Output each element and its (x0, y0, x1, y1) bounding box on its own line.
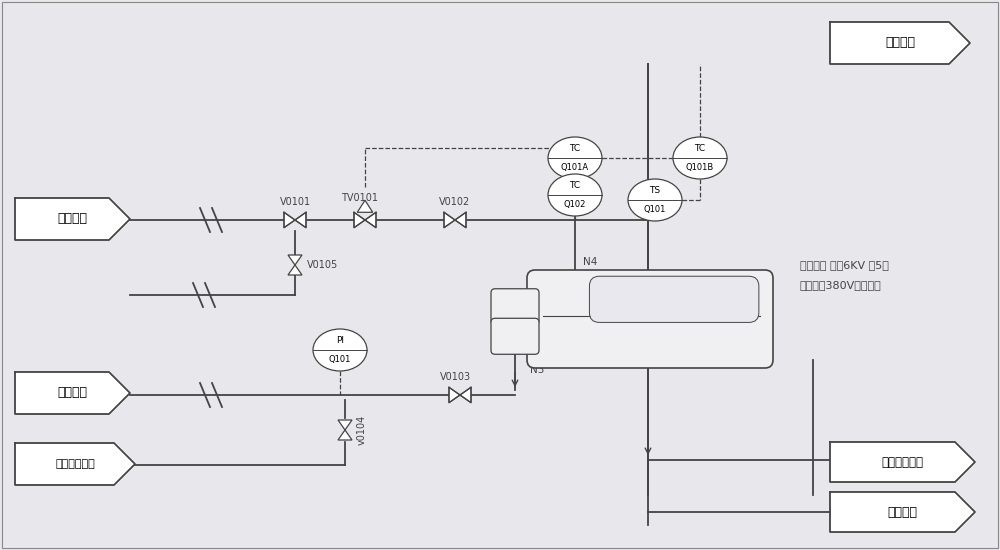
Text: 电加热炉 每组6KV 共5组: 电加热炉 每组6KV 共5组 (800, 260, 889, 270)
Ellipse shape (313, 329, 367, 371)
Polygon shape (288, 265, 302, 275)
Polygon shape (15, 443, 135, 485)
FancyBboxPatch shape (491, 318, 539, 354)
Text: V0102: V0102 (439, 197, 471, 207)
Polygon shape (288, 255, 302, 265)
Polygon shape (284, 212, 295, 228)
Text: TC: TC (569, 181, 581, 190)
Text: V0105: V0105 (307, 260, 338, 270)
Text: Q101: Q101 (644, 205, 666, 214)
Text: N4: N4 (583, 257, 597, 267)
Text: N3: N3 (530, 365, 544, 375)
Polygon shape (365, 212, 376, 228)
Polygon shape (460, 387, 471, 403)
Text: 一次热媒排放: 一次热媒排放 (55, 459, 95, 469)
Text: Q101B: Q101B (686, 163, 714, 172)
Text: 二次热媒: 二次热媒 (885, 36, 915, 50)
Text: 一次热媒: 一次热媒 (58, 387, 88, 399)
Text: 暂时考虑380V角接方式: 暂时考虑380V角接方式 (800, 280, 882, 290)
Text: TC: TC (569, 144, 581, 153)
Text: PI: PI (336, 336, 344, 345)
Ellipse shape (628, 179, 682, 221)
Text: N2: N2 (506, 302, 520, 312)
Polygon shape (354, 212, 365, 228)
Polygon shape (830, 492, 975, 532)
Ellipse shape (673, 137, 727, 179)
Polygon shape (830, 22, 970, 64)
Text: V0103: V0103 (439, 372, 471, 382)
Text: Q101: Q101 (329, 355, 351, 364)
Polygon shape (338, 430, 352, 440)
Polygon shape (830, 442, 975, 482)
Text: V0101: V0101 (279, 197, 311, 207)
Polygon shape (338, 420, 352, 430)
FancyBboxPatch shape (527, 270, 773, 368)
Text: TV0101: TV0101 (342, 193, 378, 203)
FancyBboxPatch shape (589, 276, 759, 322)
Polygon shape (444, 212, 455, 228)
Polygon shape (449, 387, 460, 403)
Text: 热媒补充: 热媒补充 (888, 505, 918, 519)
Ellipse shape (548, 174, 602, 216)
Polygon shape (455, 212, 466, 228)
FancyBboxPatch shape (491, 289, 539, 324)
Text: TS: TS (649, 186, 661, 195)
Polygon shape (295, 212, 306, 228)
Polygon shape (15, 198, 130, 240)
Ellipse shape (548, 137, 602, 179)
Text: N1: N1 (506, 331, 520, 342)
Text: Q101A: Q101A (561, 163, 589, 172)
Text: 一次热媒: 一次热媒 (58, 212, 88, 226)
Text: v0104: v0104 (357, 415, 367, 445)
Text: Q102: Q102 (564, 200, 586, 209)
Polygon shape (357, 200, 373, 212)
Text: T01-T40: T01-T40 (625, 325, 675, 338)
Polygon shape (15, 372, 130, 414)
Text: 二次热媒凝液: 二次热媒凝液 (882, 455, 924, 469)
Text: TC: TC (694, 144, 706, 153)
